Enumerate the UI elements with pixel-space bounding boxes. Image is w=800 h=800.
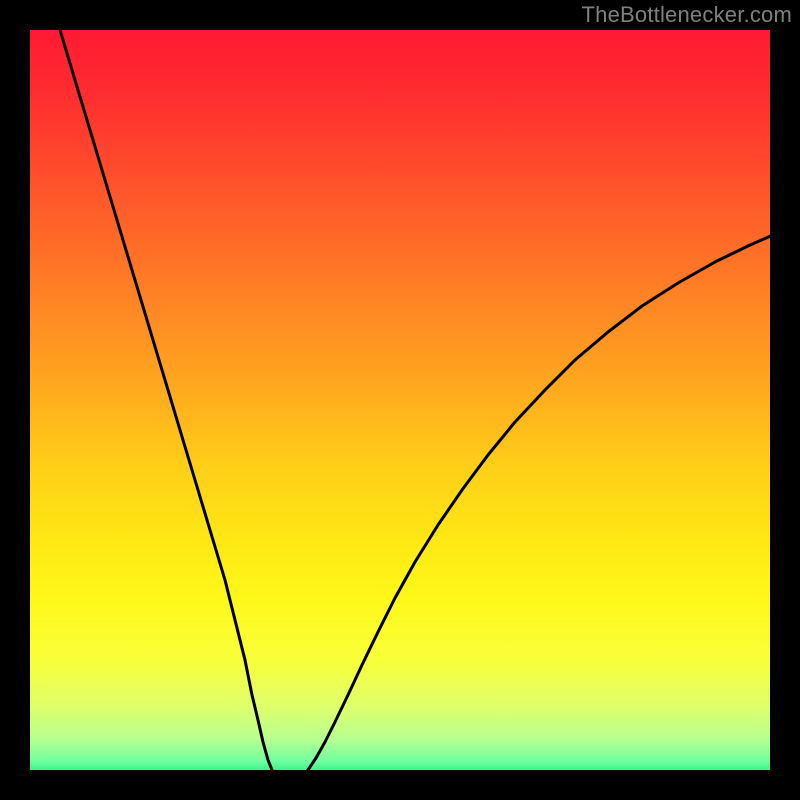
chart-container: TheBottlenecker.com (0, 0, 800, 800)
watermark-text: TheBottlenecker.com (582, 2, 792, 28)
chart-svg (0, 0, 800, 800)
plot-background (30, 30, 780, 780)
